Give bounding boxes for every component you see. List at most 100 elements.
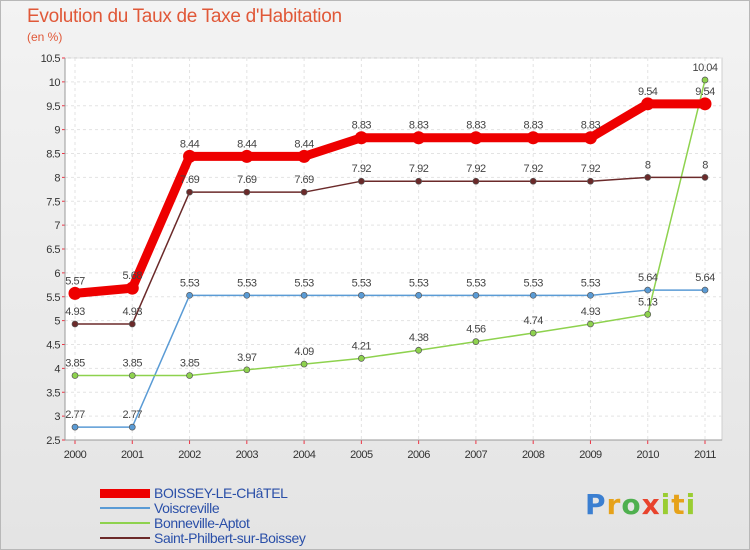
data-label: 8.83 — [466, 120, 486, 132]
chart-subtitle: (en %) — [27, 30, 63, 44]
data-point — [644, 174, 652, 181]
data-point — [529, 329, 537, 337]
data-point — [186, 188, 193, 196]
data-point — [358, 291, 365, 299]
data-point — [186, 291, 193, 299]
x-tick-label: 2011 — [694, 449, 716, 461]
data-label: 3.85 — [65, 358, 85, 370]
data-point — [412, 131, 426, 145]
data-point — [125, 281, 139, 295]
y-tick-label: 6.5 — [46, 244, 60, 256]
data-label: 4.09 — [294, 346, 314, 358]
data-label: 5.53 — [523, 277, 543, 289]
legend-swatch — [100, 537, 150, 539]
data-point — [526, 131, 540, 145]
data-label: 7.69 — [180, 174, 200, 186]
data-label: 10.04 — [692, 62, 717, 74]
y-tick-label: 4 — [54, 363, 60, 375]
data-point — [644, 286, 652, 294]
data-label: 5.13 — [638, 296, 658, 308]
data-point — [701, 286, 709, 294]
data-label: 8 — [645, 159, 651, 171]
y-tick-label: 3 — [54, 411, 60, 423]
brand-letter: x — [641, 488, 661, 521]
data-label: 5.57 — [65, 275, 85, 287]
brand-logo: Proxiti — [585, 488, 696, 521]
data-point — [243, 291, 251, 299]
data-point — [415, 346, 422, 354]
data-point — [354, 131, 368, 145]
data-label: 7.92 — [409, 163, 429, 175]
data-point — [68, 286, 82, 300]
series-line — [75, 289, 705, 428]
y-tick-label: 8.5 — [46, 149, 60, 161]
data-label: 3.85 — [180, 358, 200, 370]
x-tick-label: 2005 — [350, 449, 373, 461]
data-point — [300, 360, 308, 368]
data-point — [240, 149, 254, 163]
data-label: 7.92 — [466, 163, 486, 175]
data-label: 5.53 — [237, 277, 257, 289]
legend-swatch — [100, 507, 150, 509]
x-tick-label: 2000 — [64, 449, 87, 461]
data-point — [587, 291, 594, 299]
data-label: 5.53 — [294, 277, 314, 289]
data-label: 5.53 — [466, 277, 486, 289]
series-line — [74, 99, 705, 298]
data-label: 7.69 — [294, 174, 314, 186]
data-point — [128, 320, 136, 328]
data-point — [529, 177, 537, 185]
data-label: 4.21 — [352, 340, 372, 352]
data-label: 8.83 — [352, 120, 372, 132]
data-point — [701, 174, 709, 181]
data-point — [415, 291, 422, 299]
x-tick-label: 2001 — [121, 449, 144, 461]
data-point — [641, 97, 655, 111]
data-label: 8.83 — [581, 120, 601, 132]
data-point — [698, 97, 712, 111]
data-label: 2.77 — [123, 409, 143, 421]
data-label: 9.54 — [638, 86, 658, 98]
data-label: 9.54 — [695, 86, 715, 98]
data-label: 5.53 — [409, 277, 429, 289]
data-point — [243, 366, 251, 374]
y-tick-label: 3.5 — [46, 387, 60, 399]
legend-label: BOISSEY-LE-CHâTEL — [154, 485, 288, 501]
series-line — [75, 79, 706, 377]
data-point — [472, 338, 480, 345]
data-label: 4.38 — [409, 332, 429, 344]
legend-label: Voiscreville — [154, 500, 220, 516]
data-point — [469, 131, 483, 145]
data-label: 3.97 — [237, 352, 257, 364]
data-label: 5.53 — [581, 277, 601, 289]
brand-letter: o — [621, 488, 642, 521]
y-tick-label: 5 — [54, 316, 60, 328]
y-tick-label: 7 — [54, 220, 60, 232]
x-tick-label: 2009 — [579, 449, 602, 461]
x-tick-label: 2002 — [178, 449, 201, 461]
legend-swatch — [100, 488, 150, 498]
data-point — [583, 131, 597, 145]
data-label: 4.93 — [581, 306, 601, 318]
data-point — [358, 354, 365, 362]
data-point — [587, 177, 594, 185]
data-point — [128, 372, 136, 379]
brand-letter: P — [585, 488, 607, 521]
data-label: 5.68 — [123, 270, 143, 282]
data-point — [128, 423, 136, 431]
y-tick-label: 9.5 — [46, 101, 60, 113]
series-line — [75, 176, 705, 325]
data-point — [701, 76, 709, 84]
data-label: 8.44 — [294, 138, 314, 150]
data-label: 5.64 — [638, 272, 658, 284]
y-tick-label: 7.5 — [46, 196, 60, 208]
data-point — [71, 372, 79, 379]
data-point — [415, 177, 422, 185]
data-label: 8.83 — [523, 120, 543, 132]
x-tick-label: 2007 — [465, 449, 488, 461]
y-tick-label: 4.5 — [46, 340, 60, 352]
x-tick-label: 2003 — [236, 449, 259, 461]
data-point — [472, 177, 480, 185]
data-point — [358, 177, 365, 185]
data-label: 5.53 — [352, 277, 372, 289]
